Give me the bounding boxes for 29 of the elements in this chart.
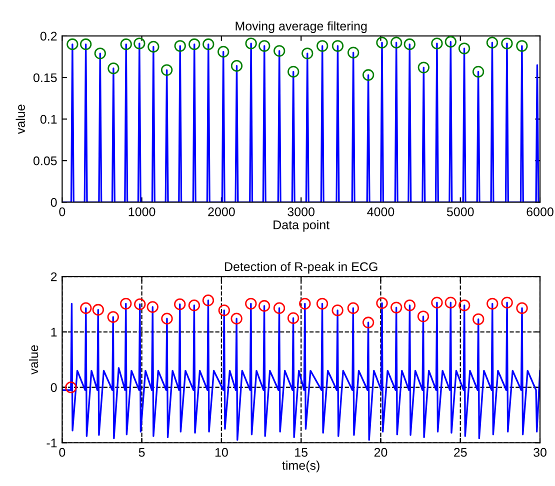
y-tick-label: -1 (46, 438, 57, 448)
x-tick-label: 10 (215, 448, 228, 457)
x-tick-label: 1000 (128, 207, 156, 216)
y-tick-label: 0 (50, 198, 57, 207)
y-tick-label: 0.2 (40, 32, 57, 41)
x-tick-label: 2000 (208, 207, 235, 216)
x-tick-label: 0 (59, 448, 66, 457)
x-tick-label: 3000 (288, 207, 315, 216)
x-axis-title: time(s) (282, 460, 320, 472)
y-axis-title: value (28, 345, 38, 375)
x-tick-label: 4000 (367, 207, 394, 216)
chart-title: Detection of R-peak in ECG (225, 262, 378, 274)
y-tick-label: 2 (50, 272, 57, 282)
x-tick-label: 20 (374, 448, 388, 457)
x-tick-label: 15 (295, 448, 308, 457)
y-tick-label: 1 (51, 328, 57, 336)
x-tick-label: 25 (454, 448, 467, 457)
y-tick-label: 0.05 (33, 156, 57, 166)
x-axis-title: Data point (274, 220, 330, 232)
y-tick-label: 0 (50, 383, 57, 392)
x-tick-label: 5 (138, 448, 145, 457)
y-tick-label: 0.1 (40, 114, 57, 124)
x-tick-label: 5000 (446, 207, 474, 216)
x-tick-label: 0 (59, 207, 66, 216)
y-axis-title: value (16, 104, 25, 134)
y-tick-label: 0.15 (33, 73, 57, 82)
x-tick-label: 6000 (526, 207, 554, 216)
chart-title: Moving average filtering (236, 21, 367, 33)
x-tick-label: 30 (534, 448, 546, 457)
